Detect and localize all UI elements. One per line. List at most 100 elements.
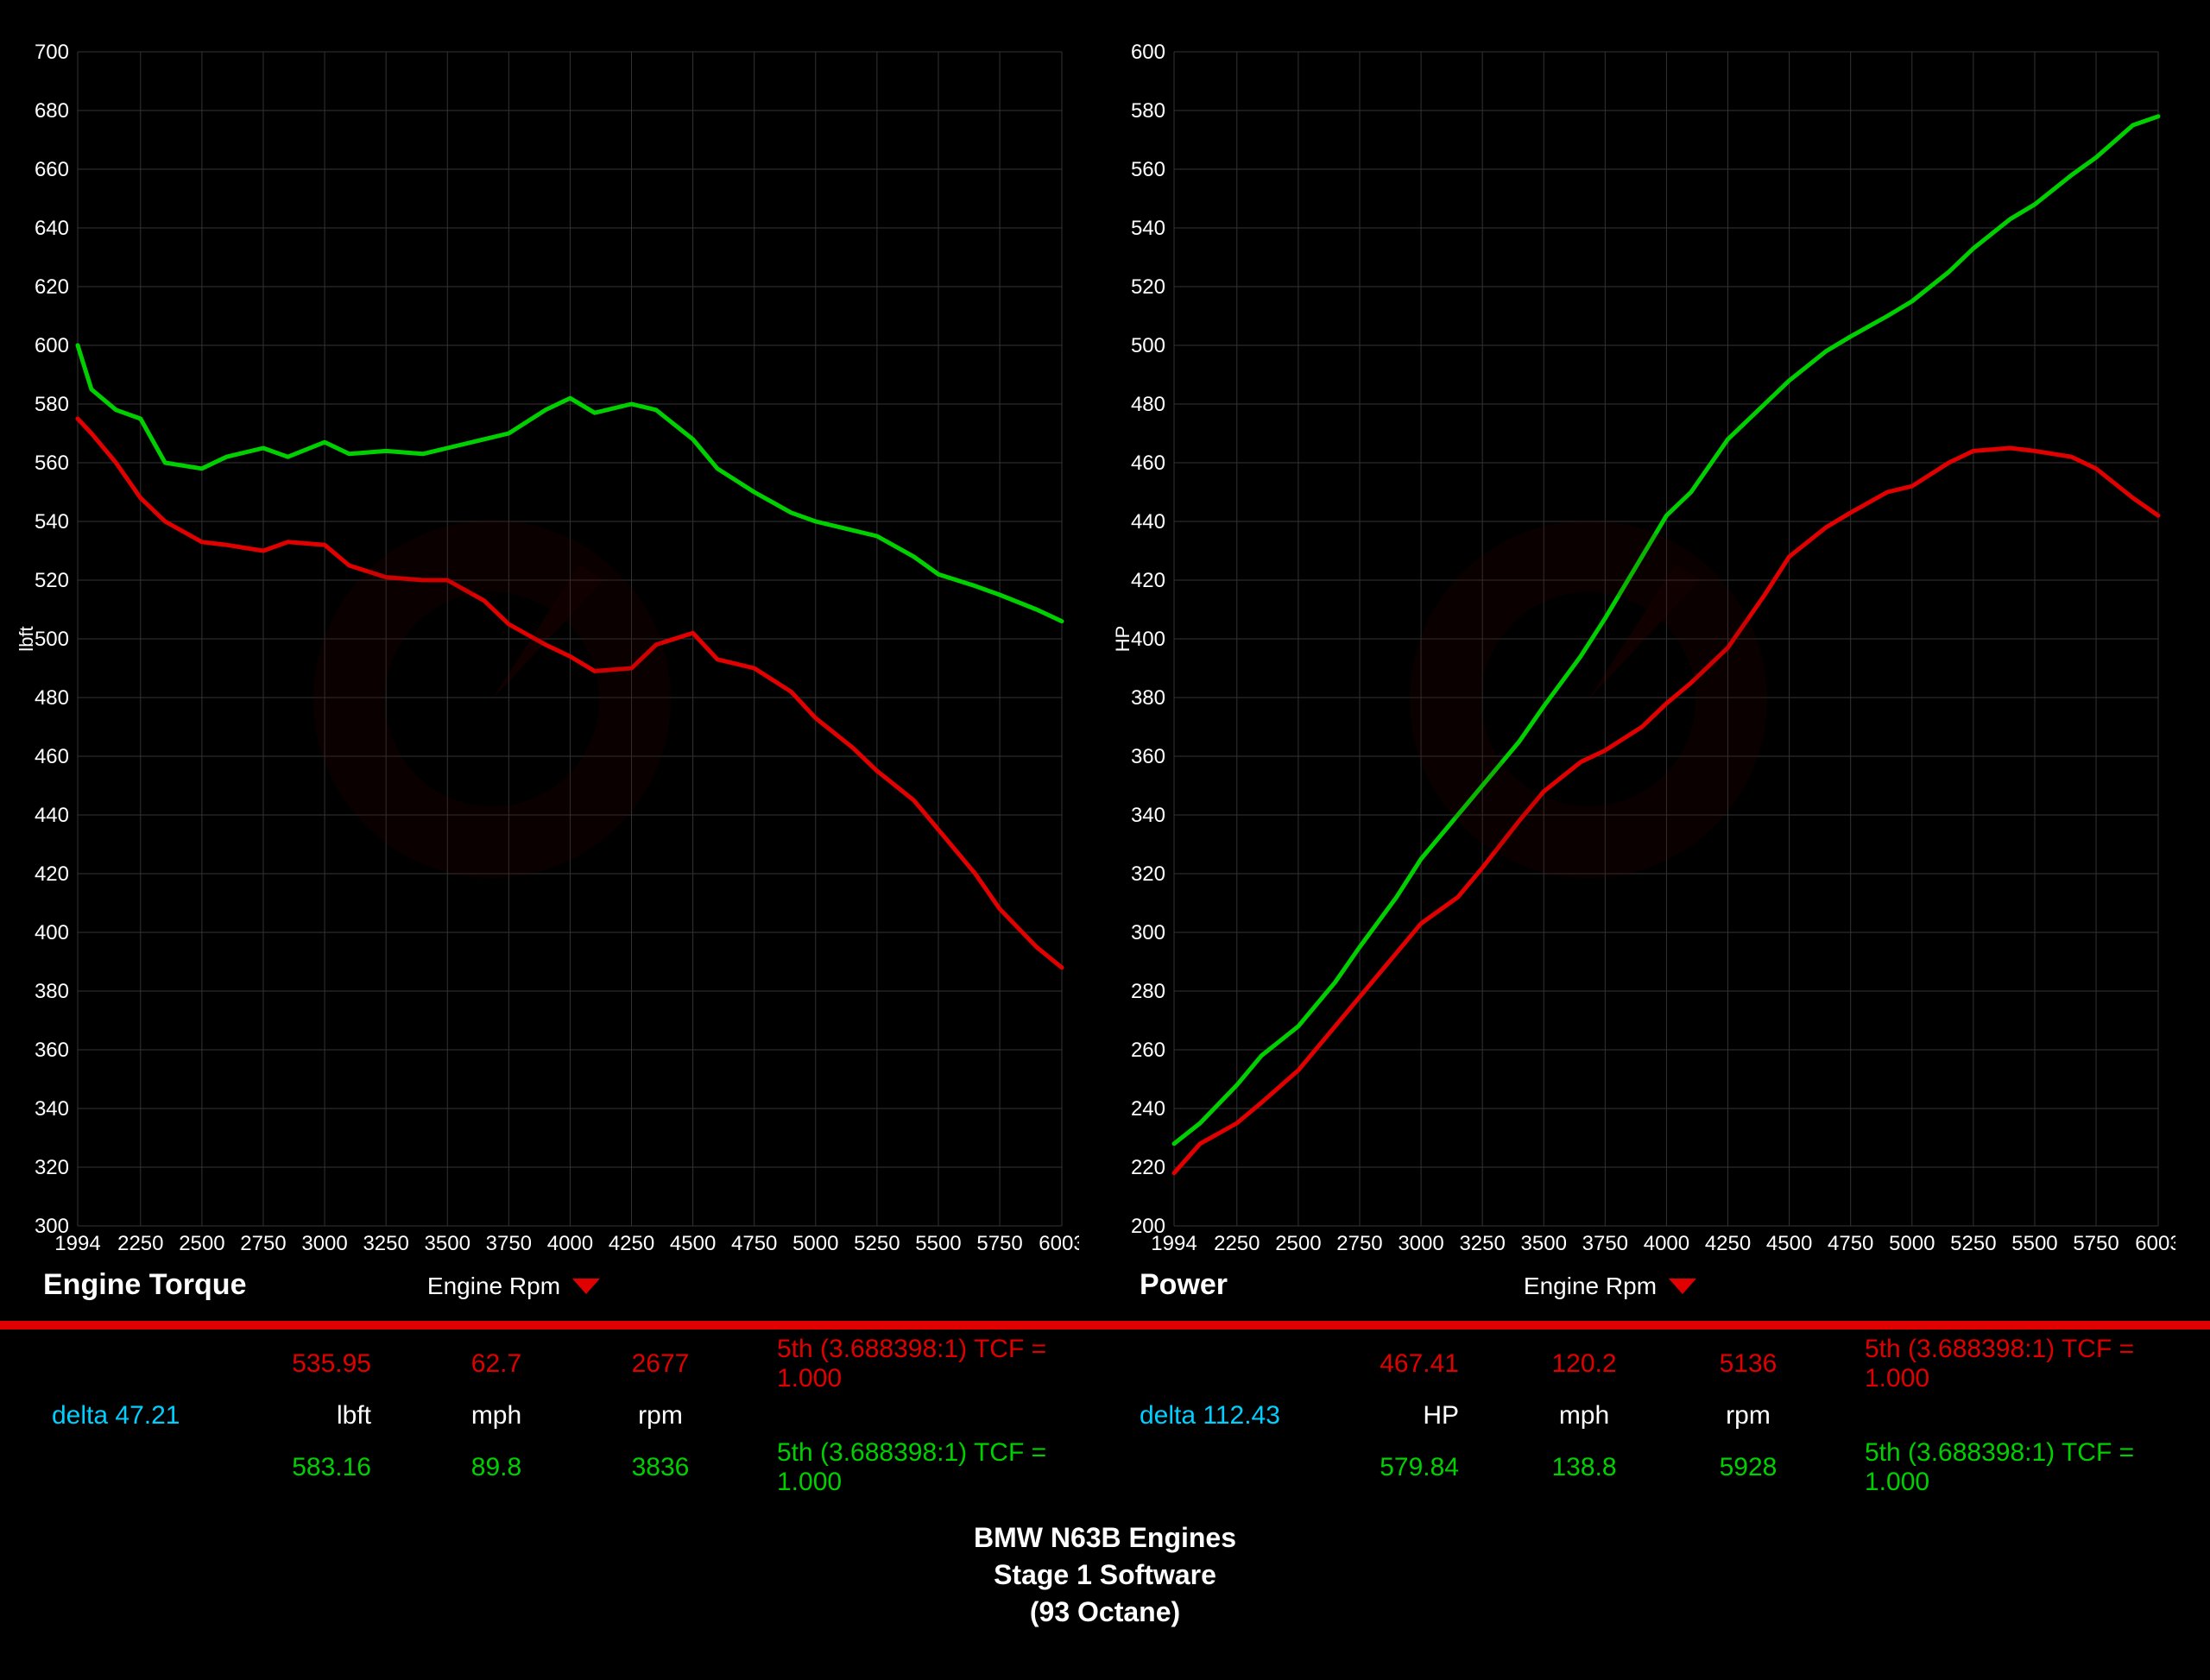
svg-text:240: 240 — [1131, 1097, 1165, 1121]
svg-text:280: 280 — [1131, 980, 1165, 1003]
power-tuned-rpm: 5928 — [1666, 1453, 1830, 1482]
svg-text:660: 660 — [35, 158, 69, 181]
svg-text:360: 360 — [1131, 745, 1165, 768]
table-row: 535.95 62.7 2677 5th (3.688398:1) TCF = … — [35, 1338, 1088, 1390]
table-row: delta 47.21 lbft mph rpm — [35, 1390, 1088, 1442]
footer-line1: BMW N63B Engines — [0, 1519, 2210, 1557]
svg-text:420: 420 — [1131, 569, 1165, 592]
svg-text:400: 400 — [35, 921, 69, 944]
torque-chart-panel: 3003203403603804004204404604805005205405… — [17, 17, 1079, 1295]
svg-text:700: 700 — [35, 41, 69, 64]
unit-label: lbft — [233, 1401, 414, 1431]
svg-text:480: 480 — [1131, 393, 1165, 416]
svg-text:460: 460 — [35, 745, 69, 768]
xaxis-text: Engine Rpm — [1524, 1273, 1657, 1300]
unit-label: mph — [414, 1401, 578, 1431]
svg-text:5750: 5750 — [2073, 1232, 2118, 1255]
svg-text:500: 500 — [1131, 334, 1165, 357]
torque-tuned-mph: 89.8 — [414, 1453, 578, 1482]
svg-text:380: 380 — [35, 980, 69, 1003]
svg-text:6003: 6003 — [2135, 1232, 2175, 1255]
unit-label: rpm — [1666, 1401, 1830, 1431]
svg-text:2750: 2750 — [240, 1232, 286, 1255]
svg-text:2750: 2750 — [1336, 1232, 1382, 1255]
svg-text:340: 340 — [35, 1097, 69, 1121]
charts-row: 300 320 340 360 380 400 420 440 460 480 500 520 540 5… — [0, 0, 2210, 1295]
svg-text:3500: 3500 — [425, 1232, 470, 1255]
svg-text:400: 400 — [1131, 628, 1165, 651]
power-stock-gear: 5th (3.688398:1) TCF = 1.000 — [1830, 1335, 2175, 1393]
power-stock-peak: 467.41 — [1321, 1349, 1502, 1379]
svg-text:440: 440 — [35, 804, 69, 827]
svg-text:3500: 3500 — [1521, 1232, 1567, 1255]
svg-text:220: 220 — [1131, 1156, 1165, 1179]
svg-text:540: 540 — [35, 510, 69, 534]
svg-text:lbft: lbft — [17, 626, 37, 651]
svg-text:1994: 1994 — [1151, 1232, 1197, 1255]
svg-text:5250: 5250 — [1950, 1232, 1996, 1255]
torque-stock-rpm: 2677 — [578, 1349, 742, 1379]
svg-text:5000: 5000 — [1889, 1232, 1935, 1255]
unit-label: HP — [1321, 1401, 1502, 1431]
svg-text:420: 420 — [35, 862, 69, 886]
torque-stock-mph: 62.7 — [414, 1349, 578, 1379]
svg-text:500: 500 — [35, 628, 69, 651]
power-tuned-mph: 138.8 — [1502, 1453, 1666, 1482]
svg-text:640: 640 — [35, 217, 69, 240]
power-table: 467.41 120.2 5136 5th (3.688398:1) TCF =… — [1122, 1338, 2175, 1494]
table-row: 579.84 138.8 5928 5th (3.688398:1) TCF =… — [1122, 1442, 2175, 1494]
torque-stock-peak: 535.95 — [233, 1349, 414, 1379]
power-tuned-peak: 579.84 — [1321, 1453, 1502, 1482]
svg-text:6003: 6003 — [1039, 1232, 1079, 1255]
torque-tuned-rpm: 3836 — [578, 1453, 742, 1482]
table-row: 583.16 89.8 3836 5th (3.688398:1) TCF = … — [35, 1442, 1088, 1494]
table-row: delta 112.43 HP mph rpm — [1122, 1390, 2175, 1442]
xaxis-text: Engine Rpm — [427, 1273, 560, 1300]
power-stock-rpm: 5136 — [1666, 1349, 1830, 1379]
footer-line3: (93 Octane) — [0, 1594, 2210, 1631]
svg-text:580: 580 — [1131, 99, 1165, 123]
torque-table: 535.95 62.7 2677 5th (3.688398:1) TCF = … — [35, 1338, 1088, 1494]
svg-text:540: 540 — [1131, 217, 1165, 240]
svg-text:2250: 2250 — [1214, 1232, 1260, 1255]
svg-text:4500: 4500 — [670, 1232, 716, 1255]
svg-text:520: 520 — [1131, 275, 1165, 299]
svg-text:5500: 5500 — [915, 1232, 961, 1255]
svg-text:600: 600 — [35, 334, 69, 357]
torque-chart: 3003203403603804004204404604805005205405… — [17, 17, 1079, 1295]
svg-text:580: 580 — [35, 393, 69, 416]
svg-text:480: 480 — [35, 686, 69, 710]
table-row: 467.41 120.2 5136 5th (3.688398:1) TCF =… — [1122, 1338, 2175, 1390]
svg-text:3250: 3250 — [1459, 1232, 1505, 1255]
svg-text:4750: 4750 — [1828, 1232, 1873, 1255]
svg-text:440: 440 — [1131, 510, 1165, 534]
svg-text:5500: 5500 — [2011, 1232, 2057, 1255]
data-tables: 535.95 62.7 2677 5th (3.688398:1) TCF = … — [0, 1338, 2210, 1494]
torque-tuned-peak: 583.16 — [233, 1453, 414, 1482]
svg-text:4750: 4750 — [731, 1232, 777, 1255]
dropdown-icon — [1669, 1279, 1696, 1294]
svg-text:HP: HP — [1114, 626, 1133, 653]
svg-text:2500: 2500 — [1275, 1232, 1321, 1255]
svg-text:320: 320 — [1131, 862, 1165, 886]
svg-text:4250: 4250 — [609, 1232, 654, 1255]
torque-chart-title: Engine Torque — [43, 1268, 246, 1302]
svg-text:680: 680 — [35, 99, 69, 123]
unit-label: mph — [1502, 1401, 1666, 1431]
svg-text:340: 340 — [1131, 804, 1165, 827]
svg-text:4250: 4250 — [1705, 1232, 1751, 1255]
svg-text:260: 260 — [1131, 1039, 1165, 1062]
footer: BMW N63B Engines Stage 1 Software (93 Oc… — [0, 1519, 2210, 1632]
torque-xaxis-label[interactable]: Engine Rpm — [427, 1273, 600, 1300]
power-xaxis-label[interactable]: Engine Rpm — [1524, 1273, 1696, 1300]
svg-text:520: 520 — [35, 569, 69, 592]
unit-label: rpm — [578, 1401, 742, 1431]
svg-text:300: 300 — [1131, 921, 1165, 944]
torque-tuned-gear: 5th (3.688398:1) TCF = 1.000 — [742, 1438, 1088, 1497]
svg-text:360: 360 — [35, 1039, 69, 1062]
svg-text:3000: 3000 — [1398, 1232, 1443, 1255]
svg-text:4000: 4000 — [1644, 1232, 1689, 1255]
svg-text:5000: 5000 — [792, 1232, 838, 1255]
svg-text:460: 460 — [1131, 452, 1165, 475]
svg-text:2500: 2500 — [179, 1232, 224, 1255]
